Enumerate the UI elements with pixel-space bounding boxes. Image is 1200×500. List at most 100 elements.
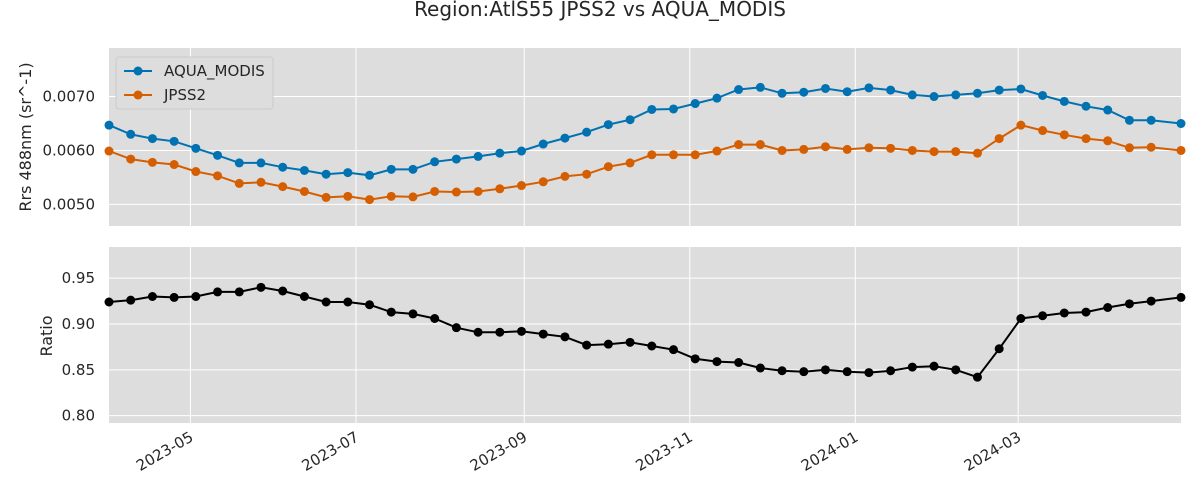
x-tick-label: 2023-09 [467,428,530,475]
data-point-ratio [1146,296,1156,306]
data-point-ratio [234,287,244,297]
data-point-ratio [430,314,440,323]
data-point-aqua-modis [864,83,874,93]
bottom-y-tick-label: 0.85 [62,361,95,379]
data-point-aqua-modis [430,157,440,167]
data-point-jpss2 [951,147,961,157]
x-tick-label: 2024-03 [961,428,1024,475]
data-point-aqua-modis [1081,101,1091,111]
data-point-jpss2 [1146,142,1156,152]
data-point-aqua-modis [495,148,505,158]
data-point-aqua-modis [299,165,309,175]
data-point-aqua-modis [951,90,961,100]
data-point-ratio [408,309,418,319]
data-point-ratio [864,368,874,378]
data-point-aqua-modis [1059,96,1069,106]
data-point-ratio [886,366,896,376]
top-y-tick-label: 0.0050 [43,195,96,213]
data-point-jpss2 [1124,143,1134,153]
data-point-jpss2 [473,186,483,196]
data-point-aqua-modis [343,168,353,178]
data-point-ratio [169,292,179,302]
data-point-jpss2 [994,134,1004,144]
data-point-ratio [321,297,331,307]
legend-box [115,56,274,110]
data-point-ratio [517,326,527,336]
x-tick-label: 2024-01 [798,428,861,475]
data-point-aqua-modis [147,134,157,144]
data-point-jpss2 [147,157,157,167]
data-point-aqua-modis [451,154,461,164]
data-point-ratio [147,292,157,301]
data-point-ratio [820,365,830,375]
data-point-ratio [755,363,765,373]
data-point-ratio [343,297,353,307]
data-point-aqua-modis [538,139,548,149]
data-point-aqua-modis [473,151,483,161]
data-point-jpss2 [126,154,136,164]
data-point-ratio [994,344,1004,354]
data-point-aqua-modis [278,162,288,172]
data-point-ratio [495,327,505,337]
top-gridlines [109,48,1181,226]
data-point-jpss2 [299,186,309,196]
data-point-aqua-modis [712,93,722,103]
legend-marker-jpss2 [133,90,143,100]
data-point-jpss2 [582,169,592,179]
data-point-jpss2 [365,195,375,205]
data-point-aqua-modis [104,120,114,130]
data-point-jpss2 [734,140,744,150]
data-point-ratio [951,365,961,375]
data-point-aqua-modis [582,127,592,137]
data-point-jpss2 [842,144,852,154]
data-point-aqua-modis [560,133,570,143]
data-point-aqua-modis [191,143,201,153]
top-panel: 0.0050 0.0060 0.0070 Rrs 488nm (sr^-1) AQU… [16,48,1186,226]
bottom-plot-background [109,247,1181,423]
data-point-aqua-modis [755,82,765,92]
data-point-jpss2 [169,160,179,170]
data-point-jpss2 [755,140,765,150]
data-point-aqua-modis [321,169,331,179]
bottom-y-axis-label: Ratio [37,315,56,356]
data-point-aqua-modis [1038,90,1048,100]
bottom-y-tick-labels: 0.80 0.85 0.90 0.95 [62,269,95,425]
data-point-ratio [603,339,613,349]
data-point-aqua-modis [169,136,179,146]
bottom-y-tick-label: 0.90 [62,315,95,333]
data-point-aqua-modis [1103,105,1113,115]
data-point-aqua-modis [517,146,527,156]
data-point-ratio [647,341,657,351]
data-point-aqua-modis [386,164,396,174]
data-point-ratio [1038,311,1048,321]
bottom-y-tick-label: 0.95 [62,269,95,287]
data-point-jpss2 [603,162,613,172]
data-point-ratio [668,345,678,355]
data-point-aqua-modis [907,90,917,100]
data-point-ratio [278,286,288,296]
x-tick-label: 2023-07 [299,428,362,475]
data-point-jpss2 [386,191,396,201]
bottom-series-points [104,282,1186,382]
data-point-ratio [777,366,787,376]
data-point-jpss2 [560,171,570,181]
data-point-aqua-modis [690,99,700,109]
data-point-jpss2 [907,145,917,155]
top-series-points [104,82,1186,205]
data-point-ratio [1124,299,1134,309]
data-point-jpss2 [1081,134,1091,144]
data-point-aqua-modis [213,150,223,160]
top-y-tick-label: 0.0060 [43,141,96,159]
data-point-aqua-modis [603,120,613,130]
data-point-aqua-modis [994,85,1004,95]
data-point-ratio [191,292,201,301]
data-point-jpss2 [451,187,461,197]
data-point-jpss2 [430,186,440,196]
data-point-jpss2 [495,184,505,194]
data-point-aqua-modis [668,104,678,114]
data-point-jpss2 [517,181,527,191]
data-point-jpss2 [1038,126,1048,136]
data-point-jpss2 [1059,130,1069,140]
legend-label-aqua-modis: AQUA_MODIS [164,62,265,81]
